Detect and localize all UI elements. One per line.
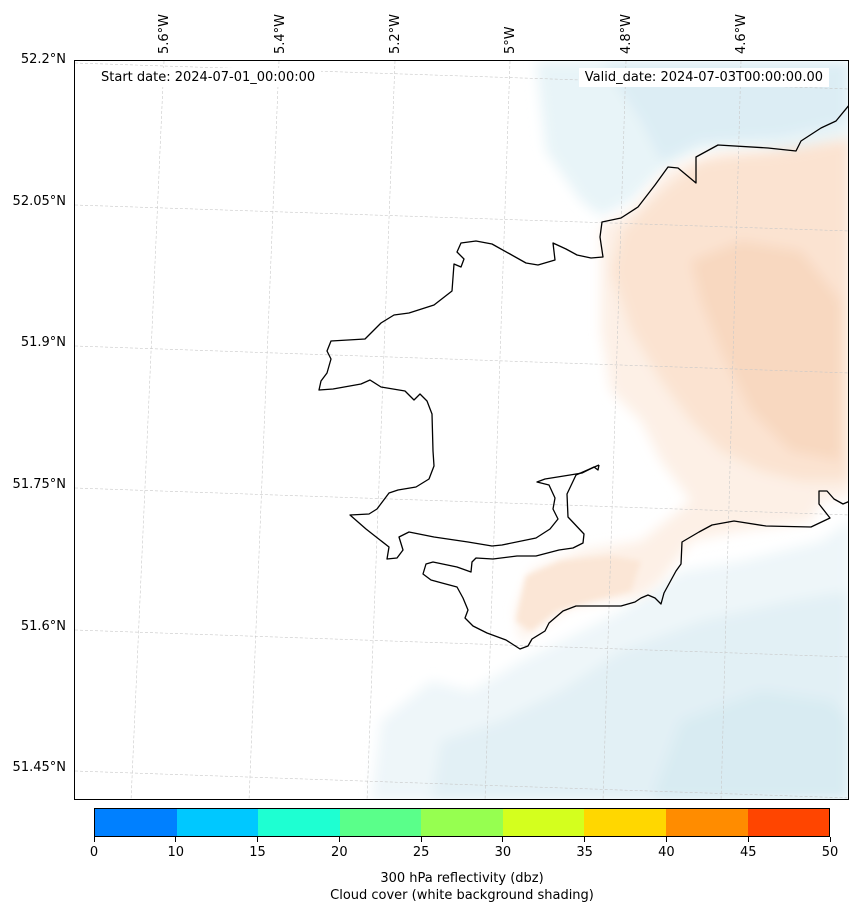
colorbar-segment-5 <box>502 809 585 836</box>
colorbar-tick-mark <box>93 837 95 842</box>
colorbar-tick-label: 40 <box>658 845 675 860</box>
lat-label-51.75n: 51.75°N <box>12 477 66 492</box>
colorbar-tick-mark <box>338 837 340 842</box>
cloud-shading-cool-south <box>371 522 848 799</box>
lat-label-51.6n: 51.6°N <box>20 619 66 634</box>
colorbar-tick-mark <box>665 837 667 842</box>
lat-label-52.05n: 52.05°N <box>12 194 66 209</box>
colorbar-segment-8 <box>747 809 830 836</box>
colorbar-tick-label: 20 <box>331 845 348 860</box>
colorbar-tick-label: 35 <box>576 845 593 860</box>
colorbar-tick-label: 45 <box>739 845 757 860</box>
colorbar-tick-mark <box>420 837 422 842</box>
lon-label-4.8w: 4.8°W <box>619 13 634 54</box>
cloud-shading-warm-south <box>516 556 641 631</box>
colorbar-tick-label: 50 <box>821 845 839 860</box>
colorbar-tick-mark <box>502 837 504 842</box>
colorbar-segment-1 <box>176 809 259 836</box>
colorbar-tick-mark <box>175 837 177 842</box>
lon-label-5w: 5°W <box>503 26 518 54</box>
start-date-label: Start date: 2024-07-01_00:00:00 <box>95 68 322 87</box>
colorbar-tick-mark <box>584 837 586 842</box>
lon-label-5.6w: 5.6°W <box>157 13 172 54</box>
colorbar-segment-0 <box>95 809 177 836</box>
colorbar-tick-label: 10 <box>167 845 185 860</box>
colorbar-tick-label: 15 <box>249 845 266 860</box>
colorbar-caption-line2: Cloud cover (white background shading) <box>330 888 594 903</box>
colorbar-segment-3 <box>339 809 422 836</box>
colorbar-segment-6 <box>584 809 666 836</box>
coastline <box>318 105 848 650</box>
colorbar <box>94 808 830 837</box>
map-canvas <box>75 61 848 799</box>
colorbar-tick-mark <box>829 837 831 842</box>
lon-label-4.6w: 4.6°W <box>734 13 749 54</box>
lat-label-51.9n: 51.9°N <box>20 335 66 350</box>
colorbar-segment-2 <box>258 809 340 836</box>
colorbar-caption-line1: 300 hPa reflectivity (dbz) <box>380 871 544 886</box>
lat-label-52.2n: 52.2°N <box>20 52 66 67</box>
lon-label-5.4w: 5.4°W <box>273 13 288 54</box>
map-panel[interactable] <box>74 60 849 800</box>
colorbar-tick-label: 30 <box>494 845 512 860</box>
colorbar-segment-7 <box>665 809 748 836</box>
colorbar-tick-label: 0 <box>89 845 99 860</box>
colorbar-tick-label: 25 <box>412 845 430 860</box>
colorbar-tick-mark <box>257 837 259 842</box>
lat-label-51.45n: 51.45°N <box>12 760 66 775</box>
cloud-shading-warm <box>516 136 848 641</box>
lon-label-5.2w: 5.2°W <box>388 13 403 54</box>
colorbar-tick-mark <box>747 837 749 842</box>
valid-date-label: Valid_date: 2024-07-03T00:00:00.00 <box>578 68 829 87</box>
colorbar-segment-4 <box>421 809 503 836</box>
